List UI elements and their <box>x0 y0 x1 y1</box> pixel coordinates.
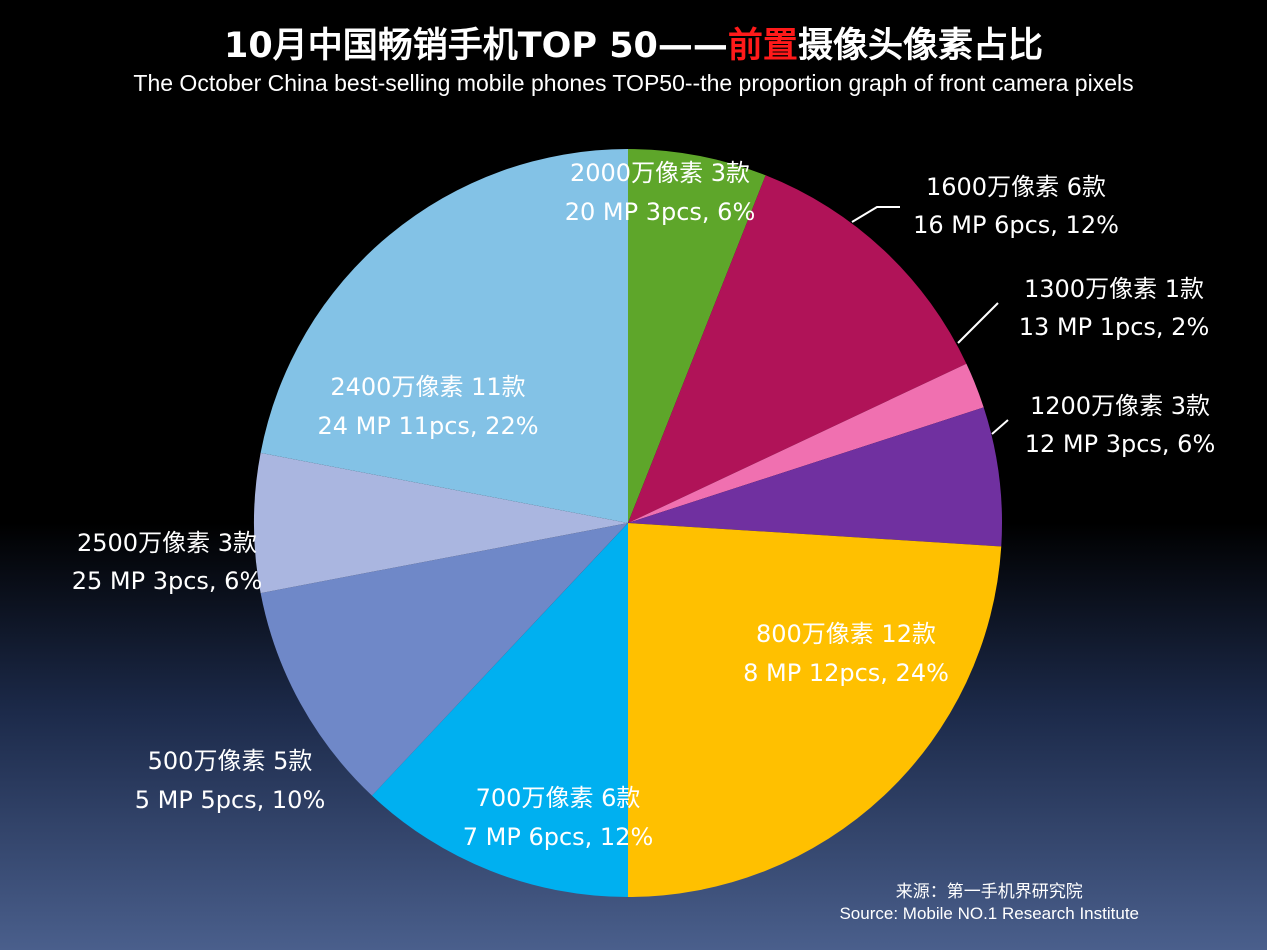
pie-slices <box>253 149 1002 897</box>
label-mp16-cn: 1600万像素 6款 <box>926 173 1106 201</box>
title-prefix: 10月中国畅销手机TOP 50—— <box>224 26 728 66</box>
leader-line-mp13 <box>957 302 999 344</box>
label-mp7-cn: 700万像素 6款 <box>476 784 641 812</box>
label-mp20-cn: 2000万像素 3款 <box>570 159 750 187</box>
pie-slice-mp16 <box>628 175 967 523</box>
source-cn: 来源：第一手机界研究院 <box>895 882 1083 901</box>
label-mp24-en: 24 MP 11pcs, 22% <box>317 412 538 440</box>
pie-slice-mp25 <box>253 452 628 594</box>
label-mp8-en: 8 MP 12pcs, 24% <box>743 659 949 687</box>
label-mp5-en: 5 MP 5pcs, 10% <box>135 786 326 814</box>
label-mp13-cn: 1300万像素 1款 <box>1024 275 1204 303</box>
pie-slice-mp7 <box>371 523 628 897</box>
title-suffix: 摄像头像素占比 <box>797 26 1043 66</box>
pie-slice-mp8 <box>628 523 1002 897</box>
label-mp25-cn: 2500万像素 3款 <box>77 529 257 557</box>
pie-slice-mp20 <box>628 149 766 523</box>
leader-line-mp12 <box>991 419 1009 435</box>
pie-slice-mp5 <box>260 523 628 796</box>
label-mp5-cn: 500万像素 5款 <box>148 747 313 775</box>
pie-slice-mp13 <box>628 363 984 523</box>
source-en: Source: Mobile NO.1 Research Institute <box>839 904 1139 923</box>
pie-slice-mp12 <box>628 407 1002 547</box>
leader-lines <box>851 206 1009 435</box>
pie-slice-mp24 <box>260 149 628 523</box>
label-mp12-cn: 1200万像素 3款 <box>1030 392 1210 420</box>
label-mp20-en: 20 MP 3pcs, 6% <box>565 198 756 226</box>
label-mp13-en: 13 MP 1pcs, 2% <box>1019 313 1210 341</box>
label-mp7-en: 7 MP 6pcs, 12% <box>463 823 654 851</box>
label-mp16-en: 16 MP 6pcs, 12% <box>913 211 1119 239</box>
slice-labels: 2000万像素 3款 20 MP 3pcs, 6% 1600万像素 6款 16 … <box>72 159 1216 851</box>
chart-subtitle: The October China best-selling mobile ph… <box>133 70 1134 96</box>
chart-title: 10月中国畅销手机TOP 50——前置摄像头像素占比 <box>0 22 1267 70</box>
source-note: 来源：第一手机界研究院 Source: Mobile NO.1 Research… <box>839 881 1139 925</box>
leader-line-mp16 <box>851 206 900 223</box>
title-highlight: 前置 <box>727 26 798 66</box>
label-mp8-cn: 800万像素 12款 <box>756 620 936 648</box>
label-mp12-en: 12 MP 3pcs, 6% <box>1025 430 1216 458</box>
label-mp25-en: 25 MP 3pcs, 6% <box>72 567 263 595</box>
label-mp24-cn: 2400万像素 11款 <box>330 373 525 401</box>
